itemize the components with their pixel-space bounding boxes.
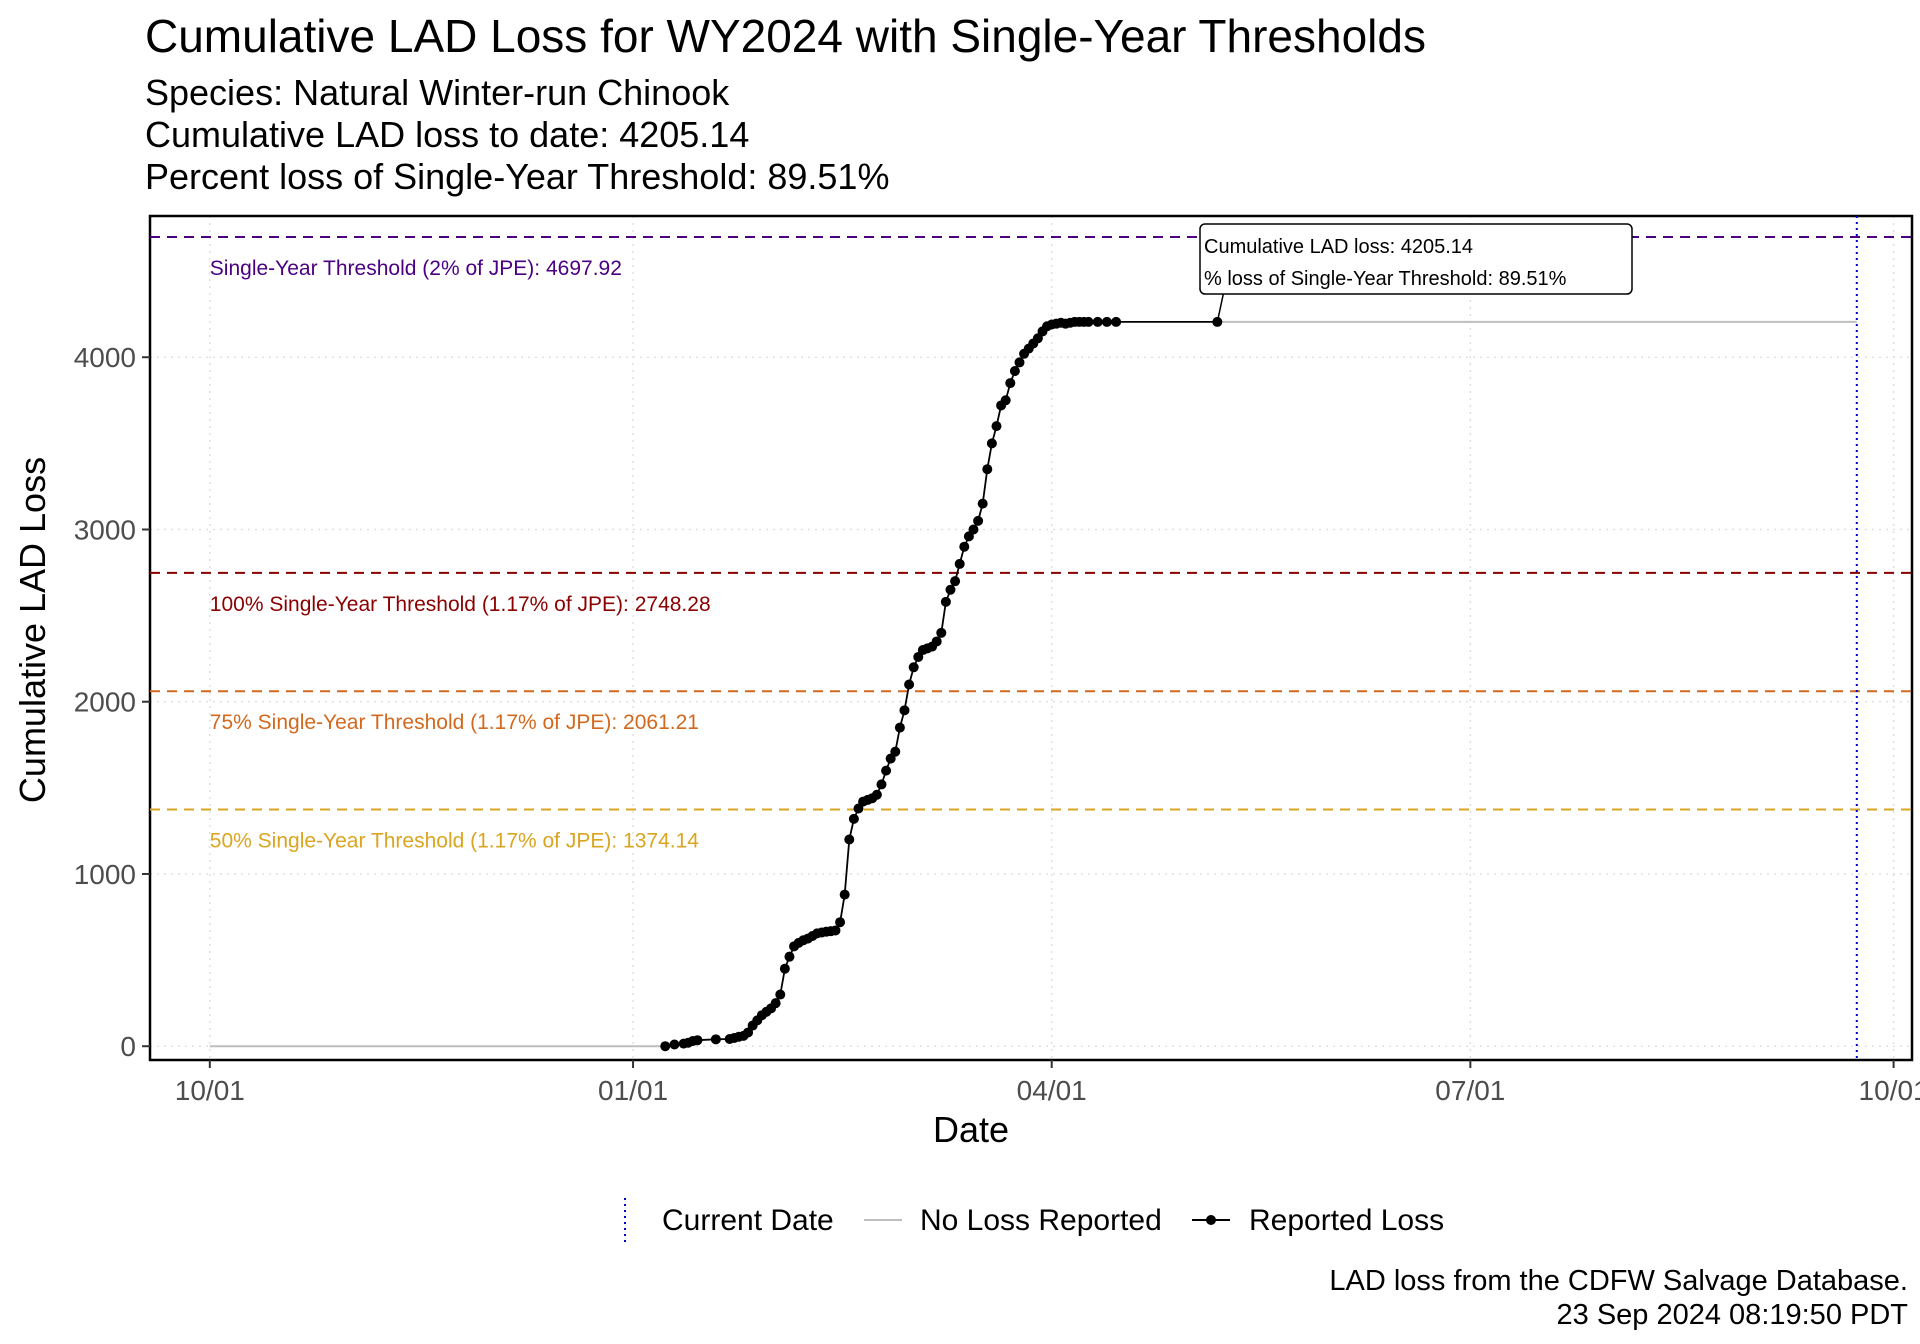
reported-loss-point [977,498,988,509]
reported-loss-point [848,813,859,824]
legend-key-reported-loss-point [1206,1215,1216,1225]
reported-loss-point [986,438,997,449]
y-tick-label: 1000 [74,859,136,890]
reported-loss-point [775,989,786,1000]
reported-loss-point [1014,357,1025,368]
x-tick-label: 10/01 [175,1075,245,1106]
reported-loss-point [940,596,951,607]
reported-loss-point [881,765,892,776]
reported-loss-point [876,779,887,790]
y-tick-label: 4000 [74,342,136,373]
subtitle-species: Species: Natural Winter-run Chinook [145,72,730,113]
reported-loss-point [968,524,979,535]
reported-loss-point [950,576,961,587]
chart-title: Cumulative LAD Loss for WY2024 with Sing… [145,10,1426,62]
reported-loss-point [784,951,795,962]
legend-label-current-date: Current Date [662,1204,834,1237]
reported-loss-point [710,1034,721,1045]
annotation-box [1199,223,1633,295]
x-axis-title: Date [933,1109,1009,1150]
reported-loss-point [959,541,970,552]
reported-loss-point [931,636,942,647]
reported-loss-point [904,679,915,690]
reported-loss-point [1101,316,1112,327]
reported-loss-point [945,584,956,595]
reported-loss-point [973,515,984,526]
reported-loss-point [844,834,855,845]
reported-loss-point [770,998,781,1009]
x-tick-label: 07/01 [1435,1075,1505,1106]
reported-loss-point [908,662,919,673]
reported-loss-point [692,1035,703,1046]
y-axis-title: Cumulative LAD Loss [12,457,53,803]
reported-loss-point [1005,378,1016,389]
reported-loss-point [1092,316,1103,327]
annotation-leader [1216,293,1225,323]
threshold-label: 50% Single-Year Threshold (1.17% of JPE)… [210,830,699,853]
reported-loss-point [839,889,850,900]
reported-loss-point [830,925,841,936]
legend-label-no-loss: No Loss Reported [920,1204,1162,1237]
reported-loss-point [779,963,790,974]
threshold-label: Single-Year Threshold (2% of JPE): 4697.… [210,257,622,280]
reported-loss-point [1083,316,1094,327]
reported-loss-point [982,464,993,475]
y-tick-label: 2000 [74,687,136,718]
annotation-line-2: % loss of Single-Year Threshold: 89.51% [1204,268,1567,290]
reported-loss-point [890,746,901,757]
reported-loss-point [894,722,905,733]
reported-loss-point [1009,366,1020,377]
reported-loss-point [954,558,965,569]
reported-loss-point [660,1041,671,1052]
caption-source: LAD loss from the CDFW Salvage Database. [1329,1265,1908,1297]
y-tick-label: 3000 [74,514,136,545]
reported-loss-point [991,421,1002,432]
caption-timestamp: 23 Sep 2024 08:19:50 PDT [1556,1299,1908,1331]
annotation-line-1: Cumulative LAD loss: 4205.14 [1204,236,1473,258]
reported-loss-point [899,705,910,716]
threshold-label: 75% Single-Year Threshold (1.17% of JPE)… [210,711,699,734]
reported-loss-point [871,789,882,800]
reported-loss-point [835,917,846,928]
subtitle-percent-loss: Percent loss of Single-Year Threshold: 8… [145,156,890,197]
reported-loss-point [1000,395,1011,406]
legend-label-reported-loss: Reported Loss [1249,1204,1444,1237]
reported-loss-line [665,320,1218,1048]
plot-panel-border [148,214,1914,1062]
reported-loss-point [936,627,947,638]
reported-loss-point [1111,316,1122,327]
y-tick-label: 0 [120,1031,136,1062]
subtitle-cumulative-loss: Cumulative LAD loss to date: 4205.14 [145,114,750,155]
threshold-label: 100% Single-Year Threshold (1.17% of JPE… [210,593,711,616]
x-tick-label: 01/01 [598,1075,668,1106]
reported-loss-point [669,1039,680,1050]
x-tick-label: 10/01 [1859,1075,1920,1106]
x-tick-label: 04/01 [1017,1075,1087,1106]
